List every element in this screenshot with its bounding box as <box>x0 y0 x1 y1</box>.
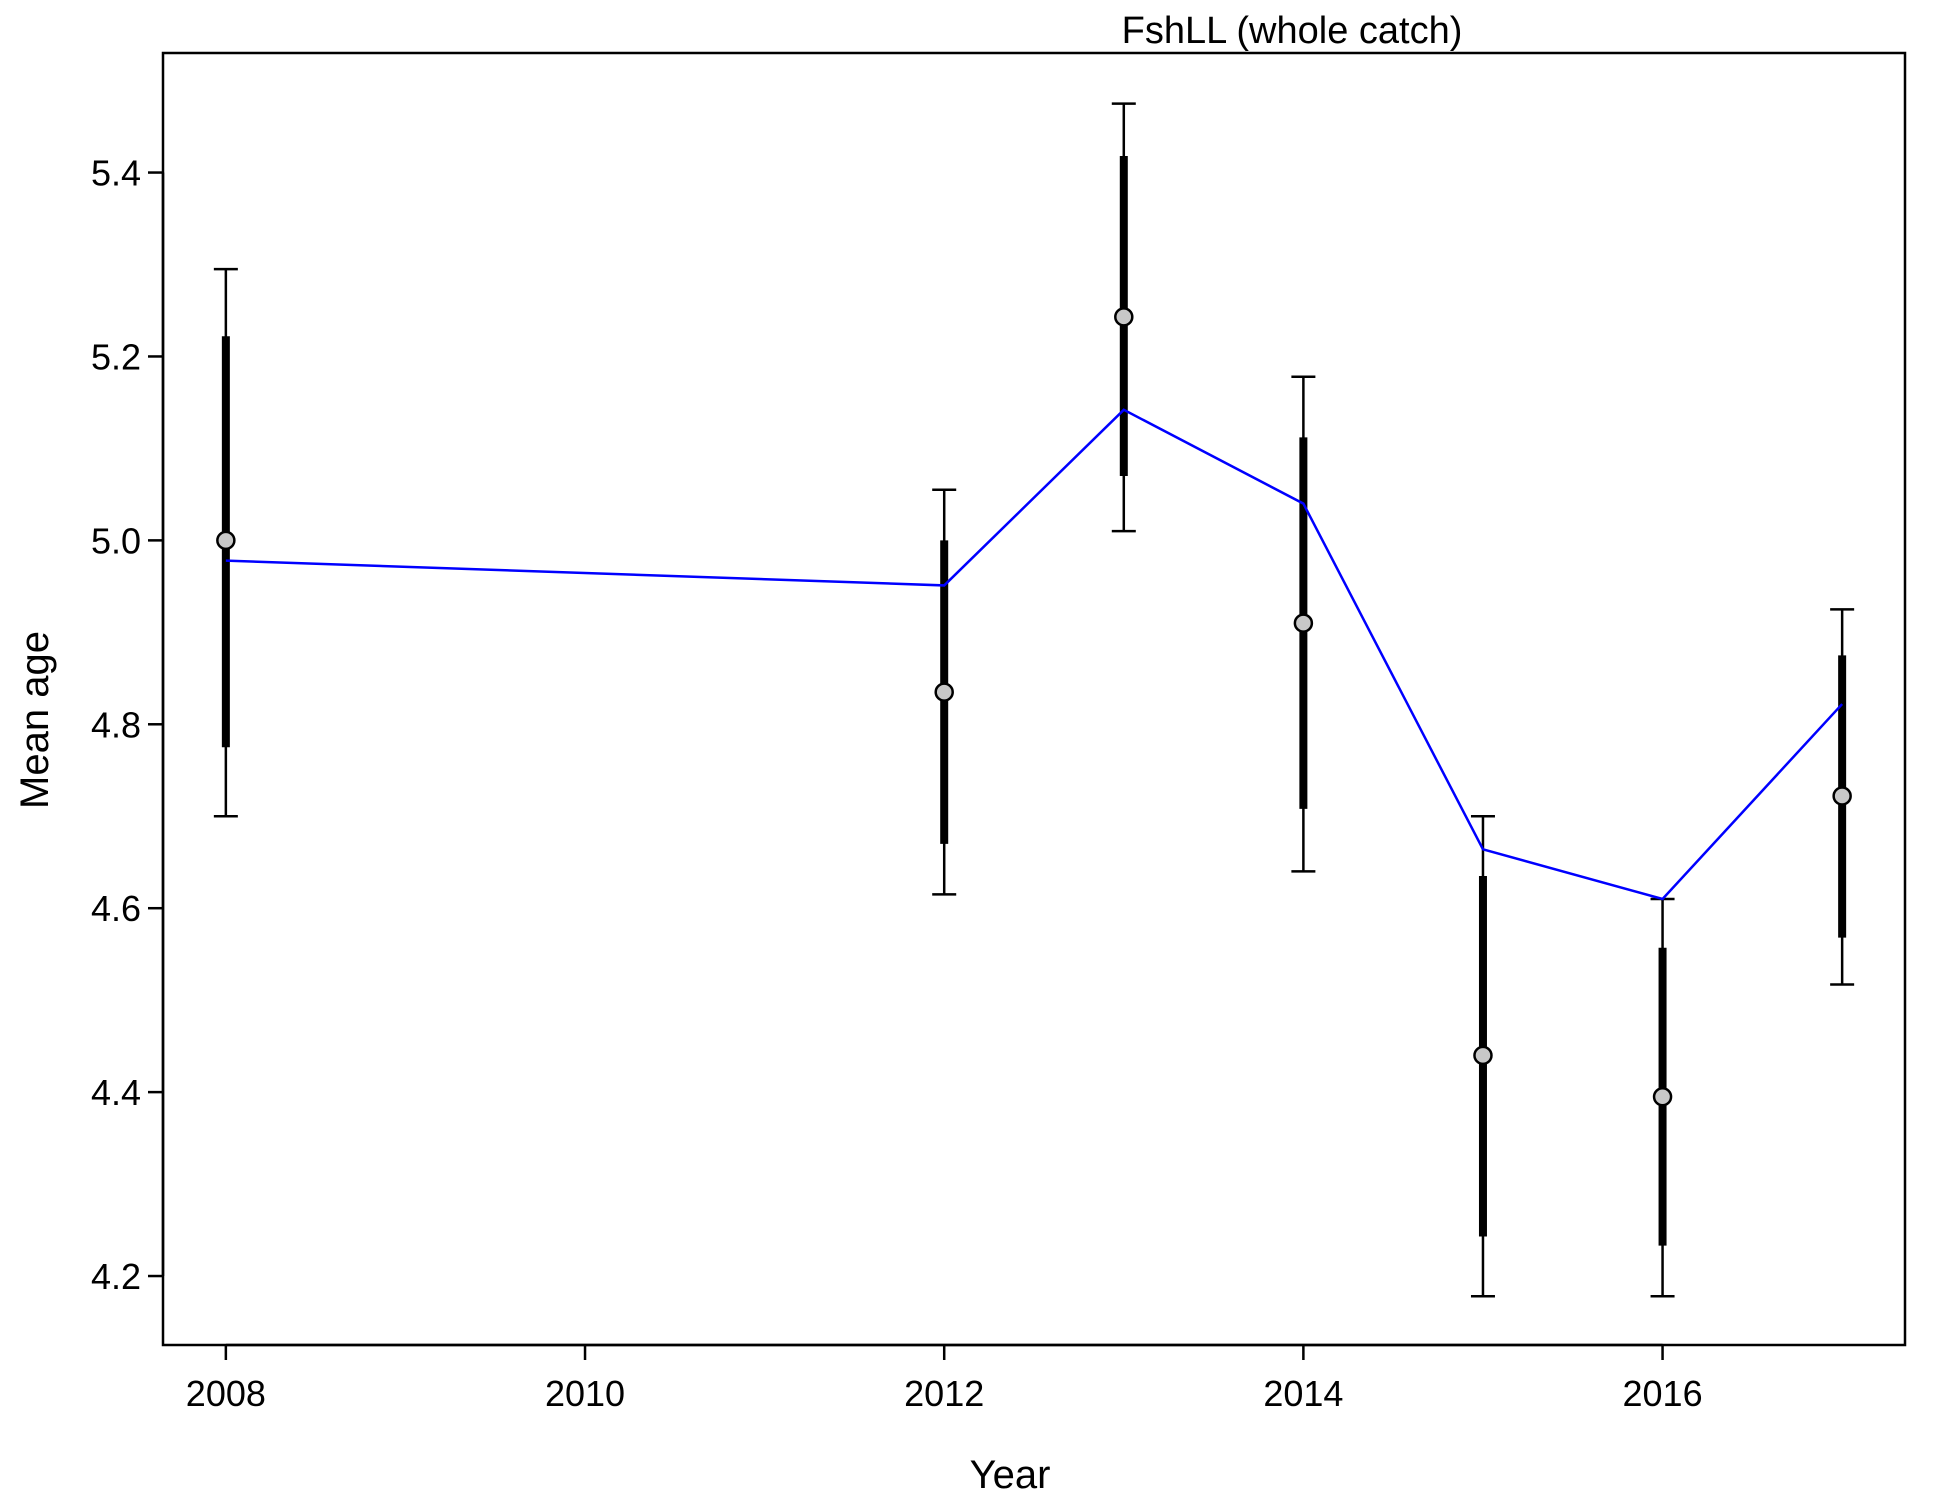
observed-point <box>1832 786 1852 806</box>
observed-point <box>216 530 236 551</box>
y-tick-label: 4.4 <box>91 1072 141 1113</box>
x-tick-label: 2010 <box>545 1373 625 1414</box>
y-tick-label: 4.8 <box>91 704 141 745</box>
x-axis-label: Year <box>970 1453 1051 1497</box>
y-tick-label: 5.0 <box>91 520 141 561</box>
x-tick-label: 2016 <box>1623 1373 1703 1414</box>
y-tick-label: 4.2 <box>91 1256 141 1297</box>
observed-point <box>1293 613 1314 633</box>
y-tick-label: 5.4 <box>91 153 141 194</box>
x-tick-label: 2014 <box>1263 1373 1343 1414</box>
observed-points <box>216 307 1852 1107</box>
x-axis: 2008 2010 2012 2014 2016 <box>186 1343 1703 1414</box>
observed-point <box>934 682 954 702</box>
inner-interval-bars <box>221 155 1847 1246</box>
x-tick-label: 2012 <box>904 1373 984 1414</box>
expected-series-line <box>225 408 1844 901</box>
outer-interval-bars <box>213 102 1855 1298</box>
observed-point <box>1652 1086 1673 1107</box>
y-axis-label: Mean age <box>13 631 57 809</box>
plot-frame <box>161 51 1907 1347</box>
y-tick-label: 4.6 <box>91 888 141 929</box>
chart-title: FshLL (whole catch) <box>1122 10 1463 52</box>
y-axis: 4.2 4.4 4.6 4.8 5.0 5.2 5.4 <box>91 153 165 1297</box>
y-tick-label: 5.2 <box>91 336 141 377</box>
observed-point <box>1114 307 1134 327</box>
x-tick-label: 2008 <box>186 1373 266 1414</box>
observed-point <box>1473 1045 1493 1066</box>
